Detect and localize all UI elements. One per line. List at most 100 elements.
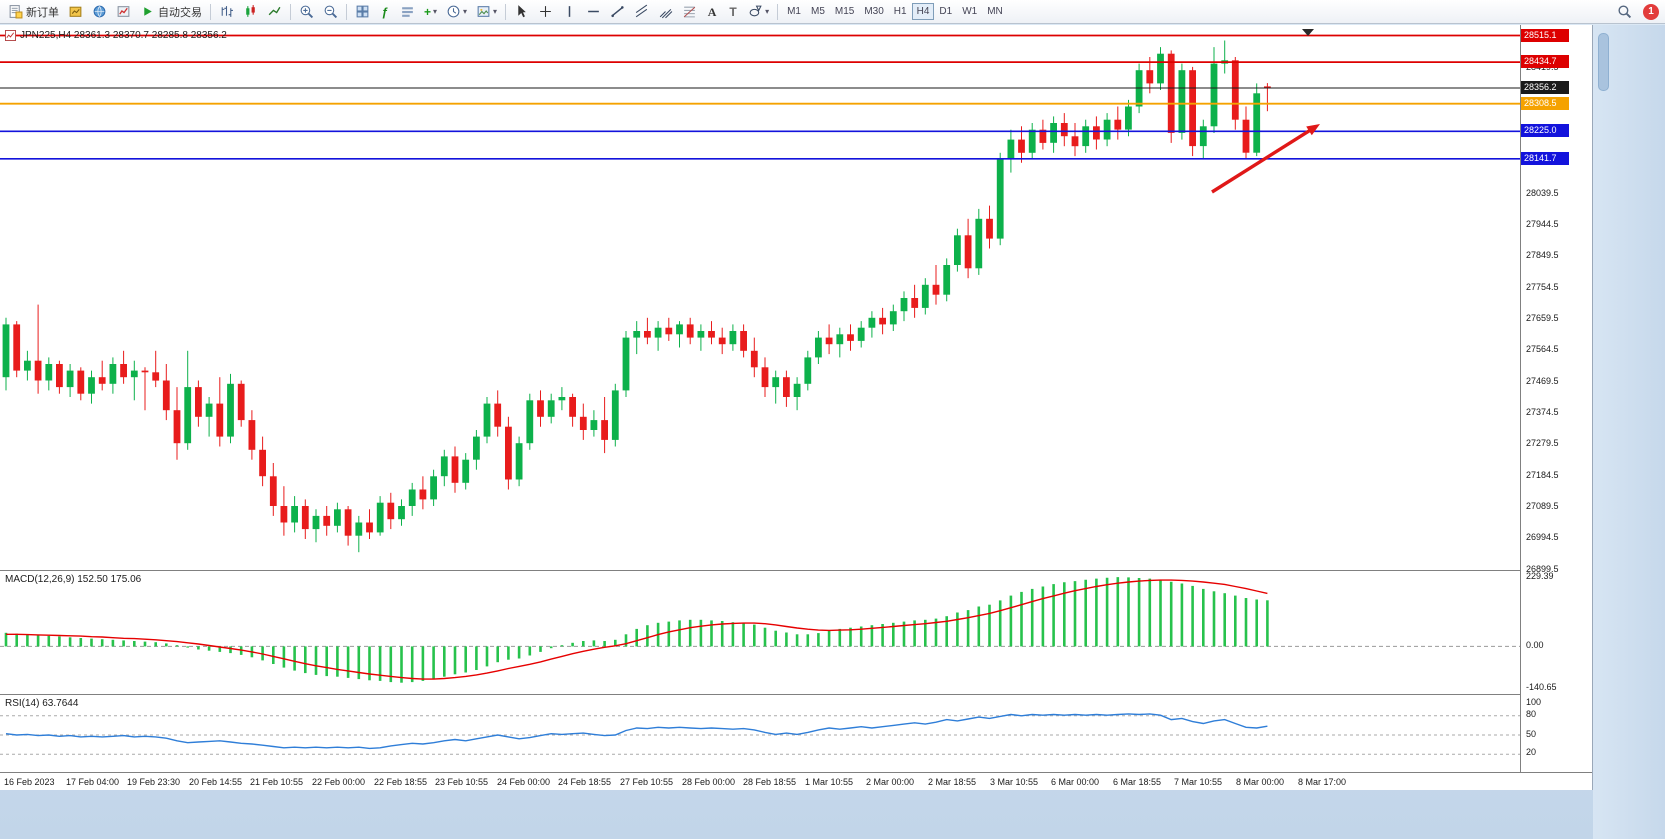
cursor-icon	[518, 5, 526, 18]
toolbar-separator	[210, 3, 211, 20]
vertical-line-tool-button[interactable]	[558, 2, 581, 22]
templates-button[interactable]: ▾	[472, 2, 501, 22]
timeframe-toolbar: M1 M5 M15 M30 H1 H4 D1 W1 MN	[782, 3, 1008, 20]
timeframe-d1-button[interactable]: D1	[934, 3, 957, 20]
macd-label: MACD(12,26,9) 152.50 175.06	[5, 574, 142, 585]
vertical-line-icon	[568, 6, 571, 17]
charts-button[interactable]	[64, 2, 87, 22]
main-toolbar: 新订单 自动交易	[0, 0, 1665, 24]
timeframe-m15-button[interactable]: M15	[830, 3, 859, 20]
period-button[interactable]: ▾	[442, 2, 471, 22]
label-tool-button[interactable]: T	[723, 2, 743, 22]
bar-chart-button[interactable]	[215, 2, 238, 22]
globe-icon	[93, 5, 106, 18]
time-label: 20 Feb 14:55	[189, 777, 243, 787]
shapes-icon	[749, 5, 762, 17]
timeframe-h4-button[interactable]: H4	[911, 3, 935, 20]
time-label: 24 Feb 00:00	[497, 777, 551, 787]
shapes-tool-button[interactable]: ▾	[744, 2, 773, 22]
axis-price-label: 27849.5	[1526, 250, 1559, 260]
axis-price-label: 26994.5	[1526, 532, 1559, 542]
objects-list-icon	[402, 7, 413, 17]
timeframe-mn-button[interactable]: MN	[982, 3, 1008, 20]
new-order-button[interactable]: 新订单	[4, 2, 63, 22]
time-axis[interactable]: 16 Feb 2023 17 Feb 04:00 19 Feb 23:30 20 Fe…	[0, 772, 1592, 790]
fibonacci-tool-button[interactable]	[678, 2, 701, 22]
time-label: 16 Feb 2023	[4, 777, 55, 787]
candlestick-icon	[246, 5, 255, 17]
price-axis[interactable]	[1520, 25, 1592, 772]
channel-icon	[635, 4, 648, 18]
axis-price-label: 27469.5	[1526, 376, 1559, 386]
time-label: 28 Feb 18:55	[743, 777, 797, 787]
macd-scale-zero: 0.00	[1526, 640, 1544, 650]
horizontal-line-icon	[588, 10, 599, 13]
axis-price-label: 27279.5	[1526, 438, 1559, 448]
rsi-chart[interactable]	[0, 695, 1520, 772]
cursor-tool-button[interactable]	[510, 2, 533, 22]
add-indicator-button[interactable]: + ▾	[420, 2, 441, 22]
tile-windows-button[interactable]	[351, 2, 374, 22]
timeframe-m1-button[interactable]: M1	[782, 3, 806, 20]
time-label: 28 Feb 00:00	[682, 777, 736, 787]
notification-badge[interactable]: 1	[1643, 3, 1659, 20]
chevron-down-icon: ▾	[493, 7, 498, 16]
zoom-in-icon	[300, 5, 314, 19]
time-label: 3 Mar 10:55	[990, 777, 1039, 787]
macd-chart[interactable]	[0, 571, 1520, 694]
rsi-panel: RSI(14) 63.7644	[0, 694, 1592, 772]
candlestick-chart-button[interactable]	[239, 2, 262, 22]
rsi-scale-100: 100	[1526, 697, 1542, 707]
line-chart-button[interactable]	[263, 2, 286, 22]
crosshair-tool-button[interactable]	[534, 2, 557, 22]
zoom-out-button[interactable]	[319, 2, 342, 22]
new-order-label: 新订单	[26, 6, 59, 19]
macd-panel: MACD(12,26,9) 152.50 175.06	[0, 570, 1592, 694]
objects-list-button[interactable]	[396, 2, 419, 22]
channel-tool-button[interactable]	[630, 2, 653, 22]
timeframe-h1-button[interactable]: H1	[889, 3, 912, 20]
time-label: 6 Mar 18:55	[1113, 777, 1162, 787]
chart-title: JPN225,H4 28361.3 28370.7 28285.8 28356.…	[5, 30, 227, 41]
chart-window: JPN225,H4 28361.3 28370.7 28285.8 28356.…	[0, 25, 1593, 790]
axis-price-label: 27374.5	[1526, 407, 1559, 417]
candlestick-chart[interactable]	[0, 26, 1520, 570]
indicators-button[interactable]: ƒ	[375, 2, 395, 22]
zoom-in-button[interactable]	[295, 2, 318, 22]
chart-cube-icon	[69, 6, 82, 17]
price-chart-area[interactable]: JPN225,H4 28361.3 28370.7 28285.8 28356.…	[0, 26, 1520, 570]
scrollbar-thumb[interactable]	[1598, 33, 1609, 91]
time-label: 22 Feb 18:55	[374, 777, 428, 787]
auto-trading-label: 自动交易	[158, 6, 202, 19]
line-chart-icon	[268, 6, 281, 16]
chart-window-icon	[5, 30, 16, 41]
pitchfork-tool-button[interactable]	[654, 2, 677, 22]
price-line-tag: 28141.7	[1521, 152, 1569, 165]
search-button[interactable]	[1613, 2, 1636, 22]
label-T-icon: T	[729, 4, 737, 19]
price-line-tag: 28225.0	[1521, 124, 1569, 137]
time-label: 17 Feb 04:00	[66, 777, 120, 787]
text-tool-button[interactable]: A	[702, 2, 722, 22]
axis-price-label: 26899.5	[1526, 564, 1559, 574]
horizontal-line-tool-button[interactable]	[582, 2, 605, 22]
axis-price-label: 27089.5	[1526, 501, 1559, 511]
timeframe-m30-button[interactable]: M30	[859, 3, 888, 20]
rsi-scale-50: 50	[1526, 729, 1537, 739]
axis-price-label: 27754.5	[1526, 282, 1559, 292]
price-line-tag: 28515.1	[1521, 29, 1569, 42]
time-label: 21 Feb 10:55	[250, 777, 304, 787]
timeframe-m5-button[interactable]: M5	[806, 3, 830, 20]
timeframe-w1-button[interactable]: W1	[957, 3, 982, 20]
price-line-tag: 28434.7	[1521, 55, 1569, 68]
market-watch-button[interactable]	[88, 2, 111, 22]
chevron-down-icon: ▾	[433, 7, 438, 16]
trendline-tool-button[interactable]	[606, 2, 629, 22]
auto-trading-button[interactable]: 自动交易	[136, 2, 206, 22]
auto-trading-icon	[144, 7, 152, 16]
time-label: 2 Mar 00:00	[866, 777, 915, 787]
terminal-button[interactable]	[112, 2, 135, 22]
rsi-scale-20: 20	[1526, 747, 1537, 757]
andrews-pitchfork-icon	[659, 8, 673, 19]
chevron-down-icon: ▾	[463, 7, 468, 16]
